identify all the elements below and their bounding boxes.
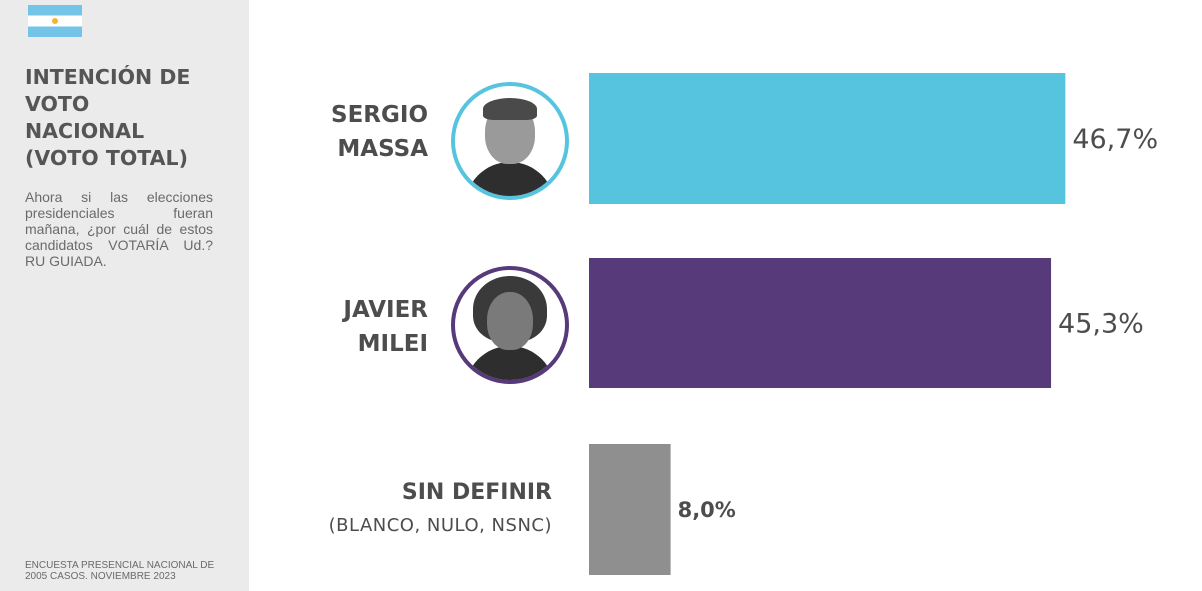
value-label-sin-definir: 8,0% (678, 498, 736, 522)
title-line-3: NACIONAL (25, 119, 145, 143)
title-line-1: INTENCIÓN DE (25, 65, 191, 89)
category-label-massa: SERGIO MASSA (331, 98, 428, 166)
argentina-flag-icon (28, 5, 82, 37)
milei-photo-icon (451, 266, 569, 384)
title-line-2: VOTO (25, 92, 90, 116)
milei-first-name: JAVIER (343, 297, 428, 323)
value-label-massa: 46,7% (1072, 124, 1158, 155)
category-label-milei: JAVIER MILEI (343, 293, 428, 361)
flag-sun (52, 18, 58, 24)
title-line-4: (VOTO TOTAL) (25, 146, 188, 170)
sidebar-panel: INTENCIÓN DE VOTO NACIONAL (VOTO TOTAL) … (0, 0, 249, 591)
survey-question: Ahora si las elecciones presidenciales f… (25, 189, 213, 269)
value-label-milei: 45,3% (1058, 309, 1144, 340)
massa-photo-icon (451, 82, 569, 200)
milei-last-name: MILEI (357, 331, 428, 357)
category-label-sin-definir: SIN DEFINIR (401, 480, 552, 505)
chart-title: INTENCIÓN DE VOTO NACIONAL (VOTO TOTAL) (25, 64, 235, 172)
category-sublabel-sin-definir: (BLANCO, NULO, NSNC) (328, 515, 552, 536)
bar-milei (589, 258, 1052, 388)
massa-last-name: MASSA (337, 136, 428, 162)
milei-head (487, 292, 533, 350)
massa-first-name: SERGIO (331, 102, 428, 128)
massa-hair (483, 98, 537, 120)
bar-massa (589, 73, 1066, 204)
bar-sin-definir (589, 444, 671, 575)
survey-footnote: ENCUESTA PRESENCIAL NACIONAL DE 2005 CAS… (25, 560, 215, 582)
